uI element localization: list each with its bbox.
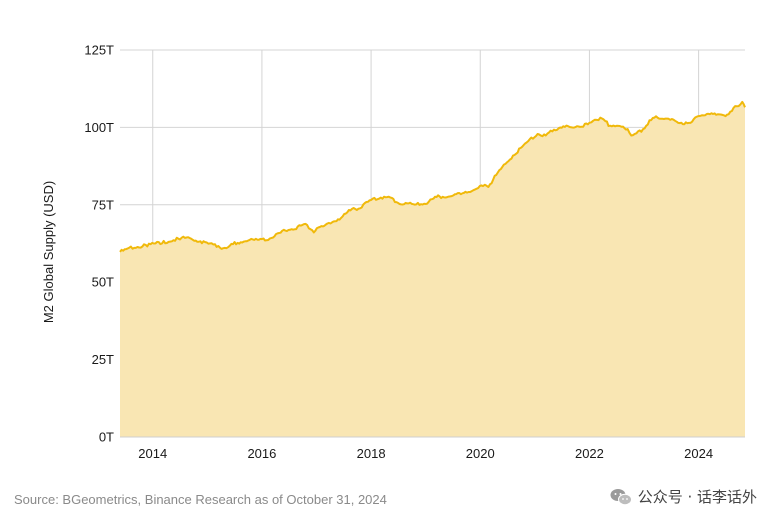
watermark: 公众号 · 话李话外 [610, 486, 757, 507]
source-note: Source: BGeometrics, Binance Research as… [14, 492, 387, 507]
y-tick-label: 125T [84, 43, 114, 58]
wechat-icon [610, 488, 632, 505]
x-tick-label: 2024 [684, 446, 713, 461]
series-area [120, 101, 745, 438]
x-tick-label: 2018 [357, 446, 386, 461]
y-tick-label: 50T [92, 275, 114, 290]
area-layer [119, 100, 746, 438]
y-axis-title: M2 Global Supply (USD) [41, 181, 56, 323]
x-tick-label: 2022 [575, 446, 604, 461]
watermark-text: 公众号 · 话李话外 [637, 488, 757, 506]
y-tick-label: 0T [99, 430, 114, 445]
series-line [119, 100, 746, 253]
y-tick-label: 100T [84, 120, 114, 135]
y-axis-ticks: 0T 25T 50T 75T 100T 125T [84, 43, 114, 445]
y-tick-label: 25T [92, 352, 114, 367]
x-tick-label: 2020 [466, 446, 495, 461]
y-tick-label: 75T [92, 197, 114, 212]
x-tick-label: 2014 [138, 446, 167, 461]
x-tick-label: 2016 [247, 446, 276, 461]
x-axis-ticks: 2014 2016 2018 2020 2022 2024 [138, 446, 713, 461]
